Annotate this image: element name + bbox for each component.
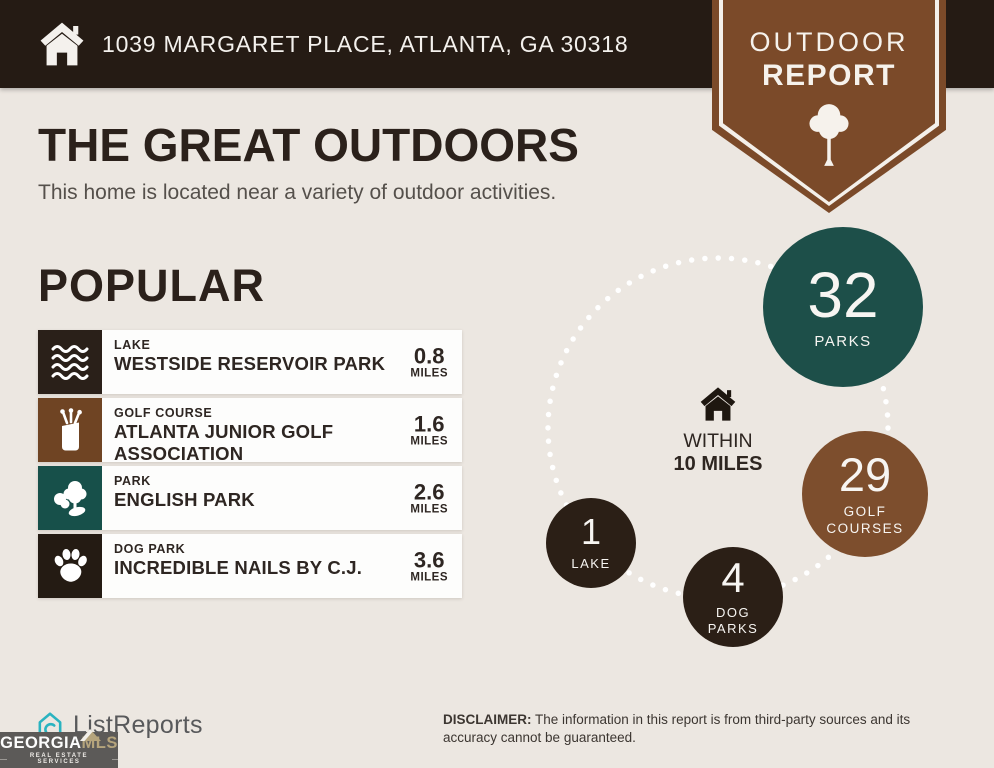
park-trees-icon bbox=[54, 481, 87, 517]
disclaimer: DISCLAIMER: The information in this repo… bbox=[443, 711, 958, 747]
poi-distance-unit: MILES bbox=[410, 571, 448, 584]
bubble-value: 4 bbox=[721, 553, 745, 601]
badge-title-line2: REPORT bbox=[761, 59, 896, 92]
disclaimer-label: DISCLAIMER: bbox=[443, 712, 532, 727]
poi-row-park: PARK ENGLISH PARK 2.6 MILES bbox=[38, 466, 462, 530]
home-icon bbox=[40, 22, 84, 66]
lake-waves-icon bbox=[51, 345, 89, 380]
poi-row-dogpark: DOG PARK INCREDIBLE NAILS BY C.J. 3.6 MI… bbox=[38, 534, 462, 598]
poi-name: INCREDIBLE NAILS BY C.J. bbox=[114, 557, 363, 578]
poi-name: ATLANTA JUNIOR GOLF ASSOCIATION bbox=[114, 421, 334, 462]
poi-distance: 3.6 MILES bbox=[410, 549, 448, 584]
home-icon-small bbox=[700, 387, 736, 421]
bubble-lake: 1 LAKE bbox=[546, 498, 636, 588]
radius-center: WITHIN 10 MILES bbox=[640, 386, 796, 476]
bubble-golf-courses: 29 GOLF COURSES bbox=[802, 431, 928, 557]
radius-label-line1: WITHIN bbox=[683, 430, 753, 452]
poi-distance: 1.6 MILES bbox=[410, 413, 448, 448]
poi-distance-unit: MILES bbox=[410, 503, 448, 516]
poi-category: GOLF COURSE bbox=[114, 406, 213, 420]
outdoor-report-badge: OUTDOOR REPORT bbox=[712, 0, 946, 213]
page-title: THE GREAT OUTDOORS bbox=[38, 119, 579, 171]
poi-row-golf: GOLF COURSE ATLANTA JUNIOR GOLF ASSOCIAT… bbox=[38, 398, 462, 462]
poi-category: LAKE bbox=[114, 338, 151, 352]
georgia-mls-tagline: REAL ESTATE SERVICES bbox=[0, 753, 119, 765]
poi-distance-value: 0.8 bbox=[413, 343, 445, 369]
georgia-mls-logo: GEORGIAMLS REAL ESTATE SERVICES bbox=[0, 729, 119, 768]
poi-distance-unit: MILES bbox=[410, 435, 448, 448]
poi-category: PARK bbox=[114, 474, 151, 488]
poi-distance-unit: MILES bbox=[410, 367, 448, 380]
bubble-label: DOG PARKS bbox=[707, 604, 759, 636]
poi-tile bbox=[38, 398, 102, 462]
bubble-dog-parks: 4 DOG PARKS bbox=[683, 547, 783, 647]
poi-distance: 0.8 MILES bbox=[410, 345, 448, 380]
poi-distance: 2.6 MILES bbox=[410, 481, 448, 516]
poi-row-lake: LAKE WESTSIDE RESERVOIR PARK 0.8 MILES bbox=[38, 330, 462, 394]
bubble-label: LAKE bbox=[571, 555, 611, 571]
poi-tile bbox=[38, 330, 102, 394]
poi-tile bbox=[38, 466, 102, 530]
poi-name: WESTSIDE RESERVOIR PARK bbox=[114, 353, 386, 374]
bubble-value: 32 bbox=[807, 258, 879, 331]
tree-icon bbox=[809, 104, 849, 166]
badge-title-line1: OUTDOOR bbox=[749, 27, 909, 57]
poi-tile bbox=[38, 534, 102, 598]
bubble-parks: 32 PARKS bbox=[763, 227, 923, 387]
page-subtitle: This home is located near a variety of o… bbox=[38, 181, 557, 204]
disclaimer-text: The information in this report is from t… bbox=[443, 712, 911, 745]
poi-category: DOG PARK bbox=[114, 542, 186, 556]
bubble-label: GOLF COURSES bbox=[826, 503, 904, 536]
paw-icon bbox=[54, 549, 87, 582]
popular-heading: POPULAR bbox=[38, 260, 266, 311]
bubble-label: PARKS bbox=[814, 332, 872, 350]
property-address: 1039 MARGARET PLACE, ATLANTA, GA 30318 bbox=[102, 30, 629, 57]
poi-distance-value: 2.6 bbox=[413, 479, 445, 505]
poi-distance-value: 3.6 bbox=[413, 547, 445, 573]
poi-name: ENGLISH PARK bbox=[114, 489, 255, 510]
bubble-value: 1 bbox=[580, 510, 602, 552]
poi-distance-value: 1.6 bbox=[413, 411, 445, 437]
golf-bag-icon bbox=[60, 408, 82, 451]
bubble-value: 29 bbox=[838, 447, 892, 501]
georgia-mls-wordmark: GEORGIAMLS bbox=[0, 729, 118, 752]
badge-content: OUTDOOR REPORT bbox=[712, 0, 946, 213]
radius-label-line2: 10 MILES bbox=[673, 453, 763, 475]
mls-roof-icon bbox=[80, 729, 101, 741]
